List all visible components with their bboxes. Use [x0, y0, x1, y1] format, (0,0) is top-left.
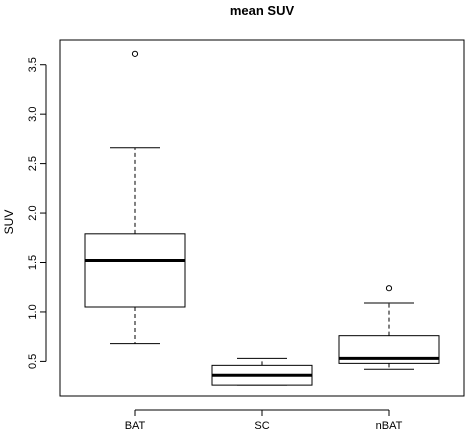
chart-title: mean SUV: [230, 3, 295, 18]
iqr-box: [84, 233, 186, 308]
axes-layer: 0.5 1.0 1.5 2.0 2.5 3.0 3.5 BAT SC nBAT: [27, 57, 403, 432]
x-tick-label: BAT: [125, 420, 146, 432]
y-tick-label: 1.0: [27, 304, 39, 319]
box-sc: [211, 357, 313, 386]
y-axis-label: SUV: [2, 210, 16, 235]
x-tick-label: SC: [254, 420, 269, 432]
plot-frame: [59, 39, 465, 397]
y-tick-label: 3.0: [27, 107, 39, 122]
box-bat: [84, 50, 186, 345]
x-tick-label: nBAT: [376, 420, 403, 432]
box-nbat: [338, 285, 440, 370]
y-tick-label: 1.5: [27, 255, 39, 270]
y-tick-label: 0.5: [27, 354, 39, 369]
y-tick-label: 2.5: [27, 156, 39, 171]
marks-layer: [84, 50, 440, 386]
y-tick-label: 2.0: [27, 205, 39, 220]
outlier-point: [385, 285, 393, 292]
outlier-point: [131, 50, 139, 57]
y-tick-label: 3.5: [27, 57, 39, 72]
